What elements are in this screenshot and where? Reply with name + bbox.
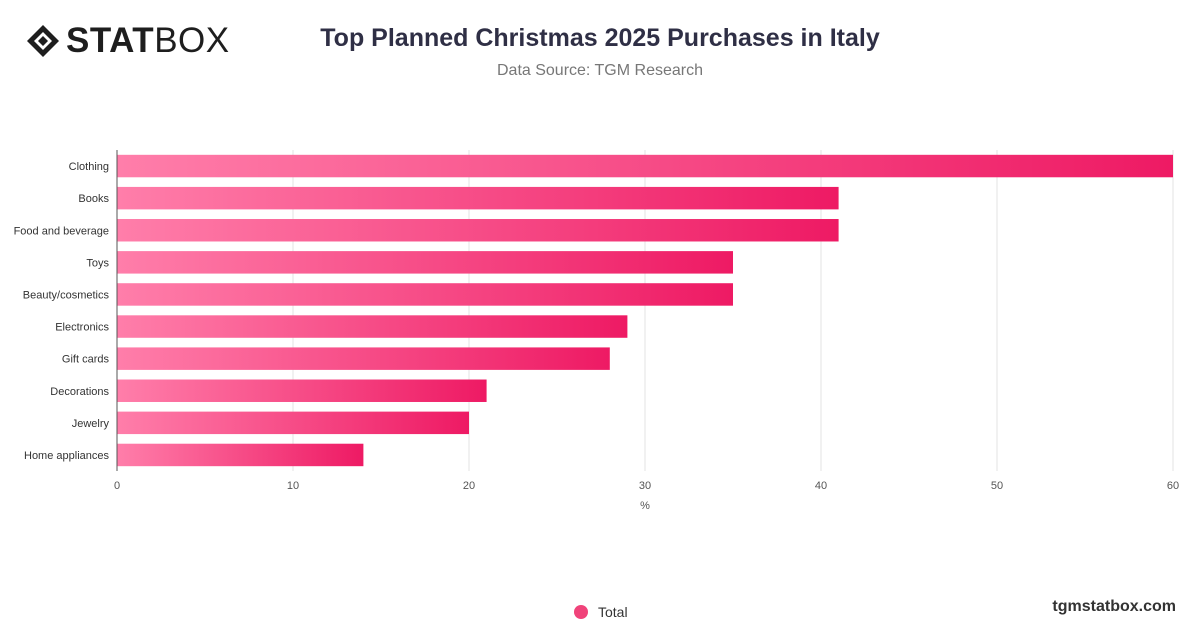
bar[interactable] [117, 251, 733, 274]
bars [117, 154, 1173, 467]
statbox-diamond-icon [27, 25, 59, 57]
category-label: Food and beverage [14, 225, 109, 237]
bar[interactable] [117, 219, 839, 242]
category-label: Decorations [50, 386, 109, 398]
bar[interactable] [117, 283, 733, 306]
bar[interactable] [117, 443, 364, 467]
category-label: Books [78, 193, 109, 205]
category-label: Clothing [69, 161, 109, 173]
bar[interactable] [117, 411, 469, 435]
x-tick-label: 40 [815, 480, 827, 492]
x-tick-labels: 0 10 20 30 40 50 60 [114, 480, 1179, 492]
bar[interactable] [117, 186, 839, 210]
logo-text-light: BOX [154, 21, 230, 60]
x-tick-label: 20 [463, 480, 475, 492]
bar[interactable] [117, 347, 610, 370]
legend-label-total: Total [598, 604, 628, 620]
category-label: Jewelry [72, 418, 110, 430]
x-axis-title: % [640, 500, 650, 512]
x-tick-label: 60 [1167, 480, 1179, 492]
category-label: Gift cards [62, 354, 110, 366]
legend[interactable]: Total [574, 602, 628, 622]
category-labels: Clothing Books Food and beverage Toys Beauty… [14, 161, 110, 462]
logo-wordmark: STATBOX [66, 22, 230, 60]
legend-swatch-total [574, 605, 588, 619]
category-label: Toys [86, 257, 109, 269]
category-label: Beauty/cosmetics [23, 289, 110, 301]
logo-text-bold: STAT [66, 21, 155, 60]
chart-title: Top Planned Christmas 2025 Purchases in … [320, 24, 880, 52]
source-credit: tgmstatbox.com [1052, 598, 1176, 615]
statbox-logo: STATBOX [26, 22, 236, 60]
x-tick-label: 10 [287, 480, 299, 492]
x-tick-label: 30 [639, 480, 651, 492]
bar[interactable] [117, 154, 1173, 178]
bar[interactable] [117, 315, 628, 338]
bar[interactable] [117, 379, 487, 402]
chart-subtitle: Data Source: TGM Research [496, 62, 703, 79]
x-tick-label: 0 [114, 480, 120, 492]
category-label: Home appliances [24, 450, 109, 462]
x-tick-label: 50 [991, 480, 1003, 492]
category-label: Electronics [55, 322, 109, 334]
